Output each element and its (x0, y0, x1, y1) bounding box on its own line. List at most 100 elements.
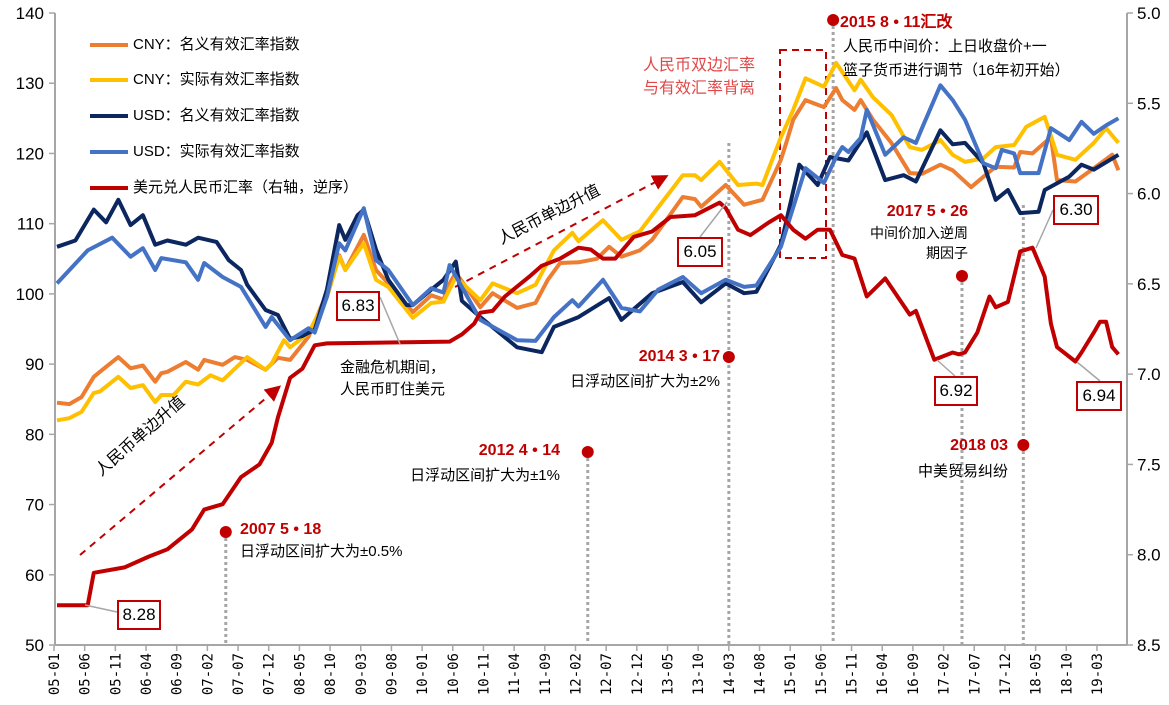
legend-cny-nominal: CNY：名义有效汇率指数 (133, 36, 300, 53)
event-marker-dot (722, 351, 735, 363)
value-label-connector (936, 359, 956, 377)
left-axis-tick-label: 100 (16, 285, 44, 304)
right-axis-tick-label: 6.5 (1137, 275, 1161, 294)
left-axis-tick-label: 140 (16, 4, 44, 23)
value-label-connector (699, 201, 728, 238)
event-2015-text: 人民币中间价：上日收盘价+一 (843, 38, 1047, 55)
event-2015-text2: 篮子货币进行调节（16年初开始） (843, 62, 1070, 79)
event-2007-title: 2007 5 • 18 (240, 521, 322, 538)
value-label-connector (84, 604, 118, 613)
legend-usd-nominal: USD：名义有效汇率指数 (133, 107, 300, 124)
event-2012-text: 日浮动区间扩大为±1% (410, 467, 560, 484)
right-axis-tick-label: 8.0 (1137, 546, 1161, 565)
usd-real-line (55, 83, 1120, 343)
crisis-note-line1: 金融危机期间， (340, 359, 446, 376)
x-axis-tick-label: 12-12 (630, 653, 646, 695)
x-axis-tick-label: 07-12 (262, 653, 278, 695)
x-axis-tick-label: 10-06 (446, 653, 462, 695)
x-axis-tick-label: 10-11 (476, 653, 492, 695)
left-axis-tick-label: 130 (16, 74, 44, 93)
event-marker-dot (1017, 439, 1030, 451)
right-axis-tick-label: 5.0 (1137, 4, 1161, 23)
x-axis-tick-label: 17-02 (937, 653, 953, 695)
x-axis-tick-label: 07-02 (200, 653, 216, 695)
x-axis-tick-label: 07-07 (231, 653, 247, 695)
x-axis-tick-label: 14-08 (753, 653, 769, 695)
right-axis-tick-label: 8.5 (1137, 636, 1161, 655)
event-2012-title: 2012 4 • 14 (478, 442, 560, 459)
left-axis-tick-label: 50 (25, 636, 44, 655)
x-axis-tick-label: 09-08 (384, 653, 400, 695)
value-label-connector (379, 296, 401, 345)
event-marker-dot (581, 446, 594, 458)
legend-cny-real: CNY：实际有效汇率指数 (133, 71, 300, 88)
value-label-connector (1076, 361, 1101, 382)
x-axis-tick-label: 16-09 (906, 653, 922, 695)
value-label-8-28: 8.28 (117, 600, 161, 630)
left-axis-tick-label: 70 (25, 496, 44, 515)
left-axis-tick-label: 60 (25, 566, 44, 585)
right-axis-tick-label: 7.0 (1137, 365, 1161, 384)
event-2014-title: 2014 3 • 17 (638, 348, 720, 365)
event-marker-dot (955, 270, 968, 282)
x-axis-tick-label: 13-05 (661, 653, 677, 695)
x-axis-tick-label: 17-12 (998, 653, 1014, 695)
value-label-6-30: 6.30 (1053, 195, 1099, 225)
x-axis-tick-label: 06-09 (170, 653, 186, 695)
event-marker-dot (219, 526, 232, 538)
x-axis-tick-label: 11-09 (538, 653, 554, 695)
event-2015-title: 2015 8 • 11汇改 (840, 14, 953, 31)
cny-nominal-line (56, 86, 1121, 407)
left-axis-tick-label: 90 (25, 355, 44, 374)
event-2018-text: 中美贸易纠纷 (917, 463, 1008, 480)
x-axis-tick-label: 13-10 (691, 653, 707, 695)
appreciation-arrow-1 (79, 385, 282, 556)
x-axis-tick-label: 08-10 (323, 653, 339, 695)
x-axis-tick-label: 17-07 (967, 653, 983, 695)
divergence-note-line1: 人民币双边汇率 (643, 57, 756, 74)
event-2007-text: 日浮动区间扩大为±0.5% (240, 543, 403, 560)
x-axis-tick-label: 09-03 (354, 653, 370, 695)
right-axis-tick-label: 5.5 (1137, 94, 1161, 113)
x-axis-tick-label: 15-11 (845, 653, 861, 695)
x-axis-tick-label: 18-05 (1029, 653, 1045, 695)
left-axis-tick-label: 110 (17, 215, 44, 234)
crisis-note-line2: 人民币盯住美元 (340, 381, 446, 398)
value-label-6-92: 6.92 (934, 376, 978, 406)
usdcny-line (57, 200, 1120, 608)
appreciation-arrow-2 (454, 175, 669, 288)
x-axis-tick-label: 12-07 (599, 653, 615, 695)
cny-real-line (56, 60, 1120, 423)
right-axis-tick-label: 6.0 (1137, 185, 1161, 204)
value-label-6-94: 6.94 (1076, 381, 1122, 411)
x-axis-tick-label: 15-01 (783, 653, 799, 695)
event-2017-text2: 期因子 (926, 245, 968, 261)
event-2014-text: 日浮动区间扩大为±2% (570, 373, 720, 390)
x-axis-tick-label: 16-04 (875, 653, 891, 695)
value-label-6-83: 6.83 (336, 291, 380, 321)
x-axis-tick-label: 10-01 (415, 653, 431, 695)
divergence-box (779, 49, 827, 259)
legend-usd-real: USD：实际有效汇率指数 (133, 143, 300, 160)
x-axis-tick-label: 08-05 (292, 653, 308, 695)
divergence-note-line2: 与有效汇率背离 (643, 80, 756, 97)
event-2017-title: 2017 5 • 26 (886, 203, 968, 220)
x-axis-tick-label: 18-10 (1059, 653, 1075, 695)
value-label-6-05: 6.05 (677, 237, 723, 267)
event-2018-title: 2018 03 (950, 437, 1008, 454)
legend-usdcny: 美元兑人民币汇率（右轴，逆序） (133, 179, 359, 196)
event-marker-dot (827, 14, 840, 26)
value-label-connector (1035, 209, 1054, 249)
right-axis-tick-label: 7.5 (1137, 455, 1161, 474)
x-axis-tick-label: 05-06 (78, 653, 94, 695)
x-axis-tick-label: 05-01 (47, 653, 63, 695)
x-axis-tick-label: 15-06 (814, 653, 830, 695)
left-axis-tick-label: 120 (16, 144, 44, 163)
x-axis-tick-label: 05-11 (108, 653, 124, 695)
x-axis-tick-label: 19-03 (1090, 653, 1106, 695)
x-axis-tick-label: 06-04 (139, 653, 155, 695)
x-axis-tick-label: 11-04 (507, 653, 523, 695)
x-axis-tick-label: 14-03 (722, 653, 738, 695)
